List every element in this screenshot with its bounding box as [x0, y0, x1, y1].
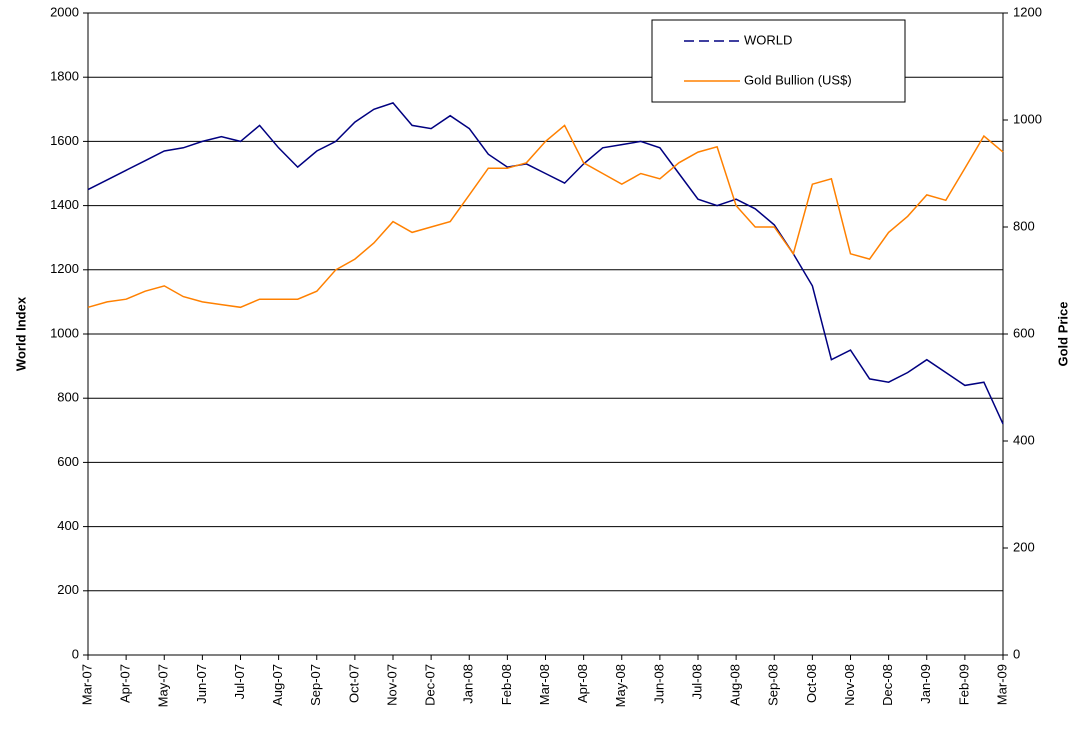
y-tick-label: 400: [57, 518, 79, 533]
x-tick-label: May-08: [613, 664, 628, 707]
series-line: [87, 102, 1004, 425]
x-tick-label: Mar-09: [994, 664, 1009, 705]
y-tick-label: 2000: [50, 4, 79, 19]
y2-tick-label: 1200: [1013, 4, 1042, 19]
y-tick-label: 200: [57, 582, 79, 597]
legend-box: [651, 19, 906, 103]
x-tick-label: Mar-08: [537, 664, 552, 705]
y-tick-label: 0: [72, 646, 79, 661]
x-tick-label: Nov-07: [384, 664, 399, 706]
y2-axis-title: Gold Price: [1055, 301, 1070, 366]
y-tick-label: 1000: [50, 325, 79, 340]
series-line: [87, 124, 1004, 309]
x-tick-label: Apr-08: [575, 664, 590, 703]
x-tick-label: Dec-07: [423, 664, 438, 706]
x-tick-label: Dec-08: [880, 664, 895, 706]
y-tick-label: 600: [57, 454, 79, 469]
x-tick-label: Oct-07: [346, 664, 361, 703]
x-tick-label: Jan-09: [918, 664, 933, 704]
x-tick-label: Jan-08: [461, 664, 476, 704]
x-tick-label: Oct-08: [804, 664, 819, 703]
y2-tick-label: 200: [1013, 539, 1035, 554]
x-tick-label: Feb-09: [956, 664, 971, 705]
x-tick-label: Jul-07: [232, 664, 247, 699]
y-tick-label: 1200: [50, 261, 79, 276]
y-tick-label: 1600: [50, 133, 79, 148]
x-tick-label: Nov-08: [842, 664, 857, 706]
y2-tick-label: 800: [1013, 218, 1035, 233]
x-tick-label: Mar-07: [79, 664, 94, 705]
legend-label: WORLD: [744, 32, 792, 47]
y2-tick-label: 400: [1013, 432, 1035, 447]
y-axis-title: World Index: [13, 296, 28, 371]
x-tick-label: Aug-08: [728, 664, 743, 706]
y-tick-label: 800: [57, 390, 79, 405]
y-tick-label: 1800: [50, 69, 79, 84]
x-tick-label: Apr-07: [118, 664, 133, 703]
x-tick-label: Aug-07: [270, 664, 285, 706]
x-tick-label: Jun-08: [651, 664, 666, 704]
y2-tick-label: 600: [1013, 325, 1035, 340]
x-tick-label: Jul-08: [689, 664, 704, 699]
y2-tick-label: 1000: [1013, 111, 1042, 126]
x-tick-label: Feb-08: [499, 664, 514, 705]
x-tick-label: Sep-08: [766, 664, 781, 706]
y2-tick-label: 0: [1013, 646, 1020, 661]
legend-label: Gold Bullion (US$): [744, 72, 852, 87]
y-tick-label: 1400: [50, 197, 79, 212]
x-tick-label: May-07: [156, 664, 171, 707]
x-tick-label: Jun-07: [194, 664, 209, 704]
x-tick-label: Sep-07: [308, 664, 323, 706]
